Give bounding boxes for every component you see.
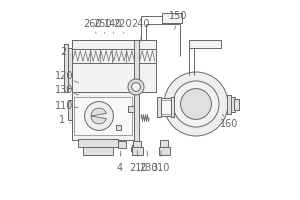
Bar: [68, 100, 72, 120]
Text: 1: 1: [59, 115, 65, 125]
Circle shape: [173, 81, 219, 127]
Bar: [159, 147, 170, 155]
Bar: [64, 44, 68, 92]
Circle shape: [85, 102, 113, 130]
Text: 310: 310: [152, 163, 170, 173]
Bar: [234, 99, 239, 110]
Text: 110: 110: [55, 101, 73, 111]
Circle shape: [181, 89, 212, 119]
Text: 2: 2: [61, 47, 67, 57]
Bar: [231, 97, 235, 112]
Bar: [74, 97, 132, 135]
Circle shape: [128, 79, 144, 95]
Bar: [157, 97, 160, 117]
Bar: [128, 106, 134, 112]
Bar: [189, 40, 221, 48]
Text: 240: 240: [132, 19, 150, 29]
Text: 250: 250: [94, 19, 112, 29]
Text: 160: 160: [220, 119, 238, 129]
Bar: [132, 145, 140, 148]
Text: 230: 230: [139, 163, 157, 173]
Circle shape: [164, 72, 228, 136]
Bar: [160, 98, 172, 116]
Bar: [161, 100, 171, 114]
Text: 260: 260: [84, 19, 102, 29]
Text: 120: 120: [55, 71, 73, 81]
Text: 4: 4: [117, 163, 123, 173]
Text: 130: 130: [55, 85, 73, 95]
Bar: [83, 147, 113, 155]
Bar: [160, 140, 168, 148]
Bar: [133, 141, 141, 148]
Bar: [78, 139, 118, 147]
Bar: [131, 147, 141, 151]
Bar: [171, 97, 174, 117]
Bar: [116, 125, 121, 130]
Bar: [227, 95, 231, 114]
Polygon shape: [91, 108, 106, 116]
Bar: [132, 147, 142, 155]
Text: 150: 150: [169, 11, 187, 21]
Text: 140: 140: [104, 19, 122, 29]
Bar: [118, 141, 126, 148]
Text: 210: 210: [129, 163, 147, 173]
Bar: [72, 40, 156, 92]
Bar: [68, 48, 72, 88]
Bar: [134, 40, 139, 148]
Circle shape: [132, 83, 140, 91]
Polygon shape: [91, 116, 106, 124]
Text: 220: 220: [114, 19, 132, 29]
Bar: [72, 92, 134, 140]
Bar: [162, 13, 182, 23]
